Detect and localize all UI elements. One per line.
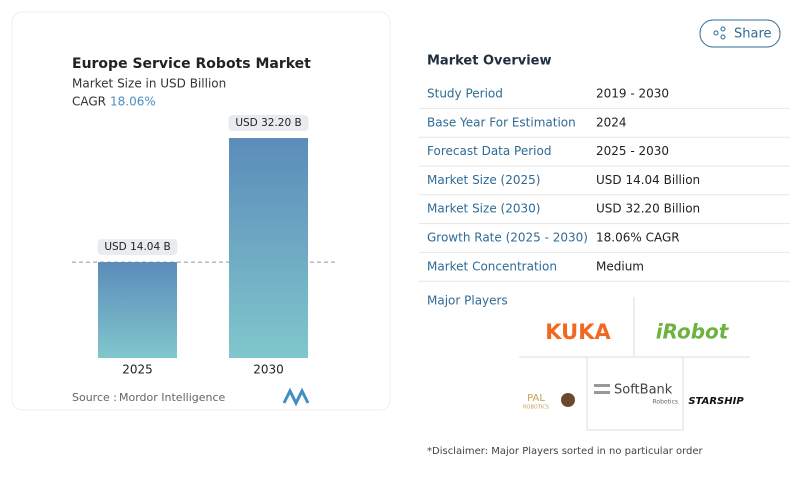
row-value: 2024 xyxy=(596,115,627,129)
logo-softbank-icon xyxy=(594,391,610,394)
share-text[interactable]: Share xyxy=(734,27,772,42)
players-title: Major Players xyxy=(427,294,508,308)
share-icon[interactable] xyxy=(720,34,726,40)
logo-kuka: KUKA xyxy=(545,320,611,344)
share-icon[interactable] xyxy=(713,30,719,36)
logo-pal-sub: ROBOTICS xyxy=(523,405,549,411)
logo-pal: PAL xyxy=(527,393,545,404)
row-value: USD 14.04 Billion xyxy=(596,173,700,187)
logo-irobot: iRobot xyxy=(656,320,730,344)
row-value: 2019 - 2030 xyxy=(596,87,669,101)
brand-icon xyxy=(282,387,310,407)
cagr-value: 18.06% xyxy=(110,95,156,109)
logo-softbank-sub: Robotics xyxy=(653,399,679,406)
share-button[interactable]: Share xyxy=(699,19,781,48)
overview-table: Study Period 2019 - 2030 Base Year For Est… xyxy=(419,87,790,282)
bar xyxy=(229,138,308,358)
logo-softbank-icon xyxy=(594,384,610,387)
share-icon[interactable] xyxy=(720,26,726,32)
row-label: Market Size (2030) xyxy=(427,202,540,216)
source: Mordor Intelligence xyxy=(119,391,226,404)
row-value: Medium xyxy=(596,259,644,273)
cagr-label: CAGR xyxy=(72,95,106,109)
row-value: 2025 - 2030 xyxy=(596,144,669,158)
x-tick-label: 2030 xyxy=(253,363,284,377)
row-label: Growth Rate (2025 - 2030) xyxy=(427,231,588,245)
bar-chart: USD 14.04 B 2025 USD 32.20 B 2030 xyxy=(72,115,338,377)
logo-starship: STARSHIP xyxy=(688,396,744,407)
overview-title: Market Overview xyxy=(427,54,551,69)
row-label: Market Size (2025) xyxy=(427,173,540,187)
row-label: Base Year For Estimation xyxy=(427,115,576,129)
value-label: USD 14.04 B xyxy=(104,241,170,253)
value-label: USD 32.20 B xyxy=(235,117,301,129)
share-outline[interactable] xyxy=(699,19,781,48)
chart-subtitle: Market Size in USD Billion xyxy=(72,77,226,91)
logo-pal-icon xyxy=(561,393,575,407)
value-label-box xyxy=(228,115,309,131)
bar xyxy=(98,262,177,358)
value-label-box xyxy=(97,239,178,256)
source-label: Source : xyxy=(72,391,117,404)
disclaimer: *Disclaimer: Major Players sorted in no … xyxy=(427,446,704,457)
row-label: Study Period xyxy=(427,87,503,101)
row-label: Market Concentration xyxy=(427,259,557,273)
row-value: USD 32.20 Billion xyxy=(596,202,700,216)
chart-title: Europe Service Robots Market xyxy=(72,56,311,72)
row-label: Forecast Data Period xyxy=(427,144,551,158)
row-value: 18.06% CAGR xyxy=(596,231,680,245)
logo-softbank: SoftBank xyxy=(614,383,673,398)
x-tick-label: 2025 xyxy=(122,363,153,377)
